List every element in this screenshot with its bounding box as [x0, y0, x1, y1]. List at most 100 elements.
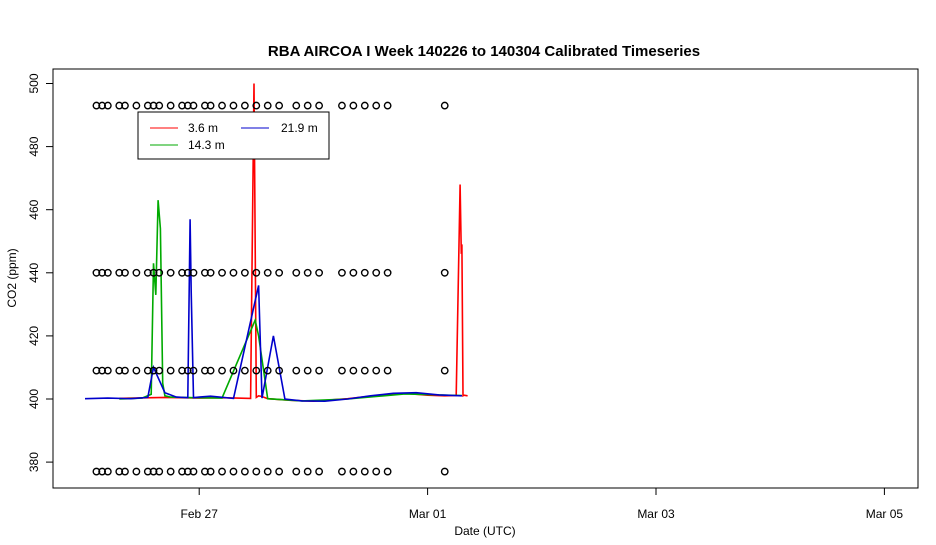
- calibration-point: [121, 101, 129, 110]
- calibration-point: [338, 467, 346, 476]
- calibration-point: [303, 467, 312, 476]
- x-tick-label: Mar 05: [866, 507, 904, 521]
- calibration-point: [166, 366, 175, 375]
- series-line-14-3m: [119, 200, 462, 402]
- calibration-point: [189, 366, 198, 375]
- calibration-point: [132, 467, 141, 476]
- calibration-point: [372, 268, 381, 277]
- chart-title: RBA AIRCOA I Week 140226 to 140304 Calib…: [268, 43, 700, 60]
- calibration-point: [132, 268, 141, 277]
- calibration-point: [103, 101, 112, 110]
- calibration-point: [303, 268, 312, 277]
- calibration-point: [360, 268, 369, 277]
- calibration-point: [121, 268, 129, 277]
- calibration-point: [189, 101, 198, 110]
- calibration-point: [121, 467, 129, 476]
- x-tick-label: Feb 27: [181, 507, 219, 521]
- y-tick-label: 440: [27, 262, 41, 282]
- calibration-points: [92, 101, 449, 476]
- calibration-point: [383, 101, 392, 110]
- calibration-point: [315, 101, 324, 110]
- calibration-point: [240, 366, 249, 375]
- x-tick-label: Mar 03: [637, 507, 675, 521]
- calibration-point: [338, 268, 346, 277]
- calibration-point: [372, 366, 381, 375]
- calibration-point: [229, 467, 238, 476]
- calibration-point: [240, 268, 249, 277]
- calibration-point: [206, 467, 215, 476]
- calibration-point: [166, 467, 175, 476]
- calibration-point: [263, 101, 272, 110]
- calibration-point: [218, 467, 226, 476]
- series-line-21-9m: [84, 219, 462, 403]
- calibration-point: [338, 101, 346, 110]
- calibration-point: [372, 101, 381, 110]
- calibration-point: [292, 268, 301, 277]
- calibration-point: [338, 366, 346, 375]
- calibration-point: [372, 467, 381, 476]
- legend: 3.6 m 14.3 m 21.9 m: [137, 111, 330, 160]
- calibration-point: [292, 101, 301, 110]
- y-axis-label: CO2 (ppm): [5, 248, 19, 307]
- calibration-point: [315, 366, 324, 375]
- legend-label-21-9m: 21.9 m: [281, 121, 318, 135]
- calibration-point: [229, 101, 238, 110]
- legend-label-14-3m: 14.3 m: [188, 138, 225, 152]
- calibration-point: [189, 268, 198, 277]
- y-tick-label: 380: [27, 452, 41, 472]
- calibration-point: [303, 366, 312, 375]
- calibration-point: [132, 101, 141, 110]
- x-axis-label: Date (UTC): [454, 524, 515, 538]
- calibration-point: [360, 366, 369, 375]
- calibration-point: [252, 366, 261, 375]
- calibration-point: [206, 366, 215, 375]
- calibration-point: [349, 467, 358, 476]
- calibration-point: [155, 366, 164, 375]
- calibration-point: [349, 268, 358, 277]
- calibration-point: [252, 268, 261, 277]
- y-tick-label: 460: [27, 199, 41, 219]
- calibration-point: [252, 467, 261, 476]
- calibration-point: [189, 467, 198, 476]
- legend-label-3-6m: 3.6 m: [188, 121, 218, 135]
- calibration-point: [275, 467, 284, 476]
- calibration-point: [440, 268, 449, 277]
- calibration-point: [166, 101, 175, 110]
- y-tick-label: 420: [27, 326, 41, 346]
- y-tick-label: 500: [27, 73, 41, 93]
- calibration-point: [103, 467, 112, 476]
- calibration-point: [218, 101, 226, 110]
- calibration-point: [275, 366, 284, 375]
- calibration-point: [383, 268, 392, 277]
- calibration-point: [132, 366, 141, 375]
- calibration-point: [263, 268, 272, 277]
- series-lines: [84, 83, 468, 403]
- calibration-point: [440, 101, 449, 110]
- calibration-point: [155, 268, 164, 277]
- calibration-point: [440, 467, 449, 476]
- calibration-point: [383, 366, 392, 375]
- calibration-point: [229, 366, 238, 375]
- calibration-point: [155, 101, 164, 110]
- calibration-point: [229, 268, 238, 277]
- calibration-point: [315, 268, 324, 277]
- calibration-point: [121, 366, 129, 375]
- calibration-point: [383, 467, 392, 476]
- calibration-point: [166, 268, 175, 277]
- y-tick-label: 400: [27, 389, 41, 409]
- calibration-point: [315, 467, 324, 476]
- calibration-point: [155, 467, 164, 476]
- calibration-point: [252, 101, 261, 110]
- calibration-point: [360, 101, 369, 110]
- calibration-point: [275, 101, 284, 110]
- calibration-point: [275, 268, 284, 277]
- calibration-point: [218, 268, 226, 277]
- calibration-point: [292, 467, 301, 476]
- calibration-point: [349, 366, 358, 375]
- calibration-point: [263, 467, 272, 476]
- calibration-point: [240, 101, 249, 110]
- x-axis: Feb 27 Mar 01 Mar 03 Mar 05: [181, 487, 904, 521]
- calibration-point: [218, 366, 226, 375]
